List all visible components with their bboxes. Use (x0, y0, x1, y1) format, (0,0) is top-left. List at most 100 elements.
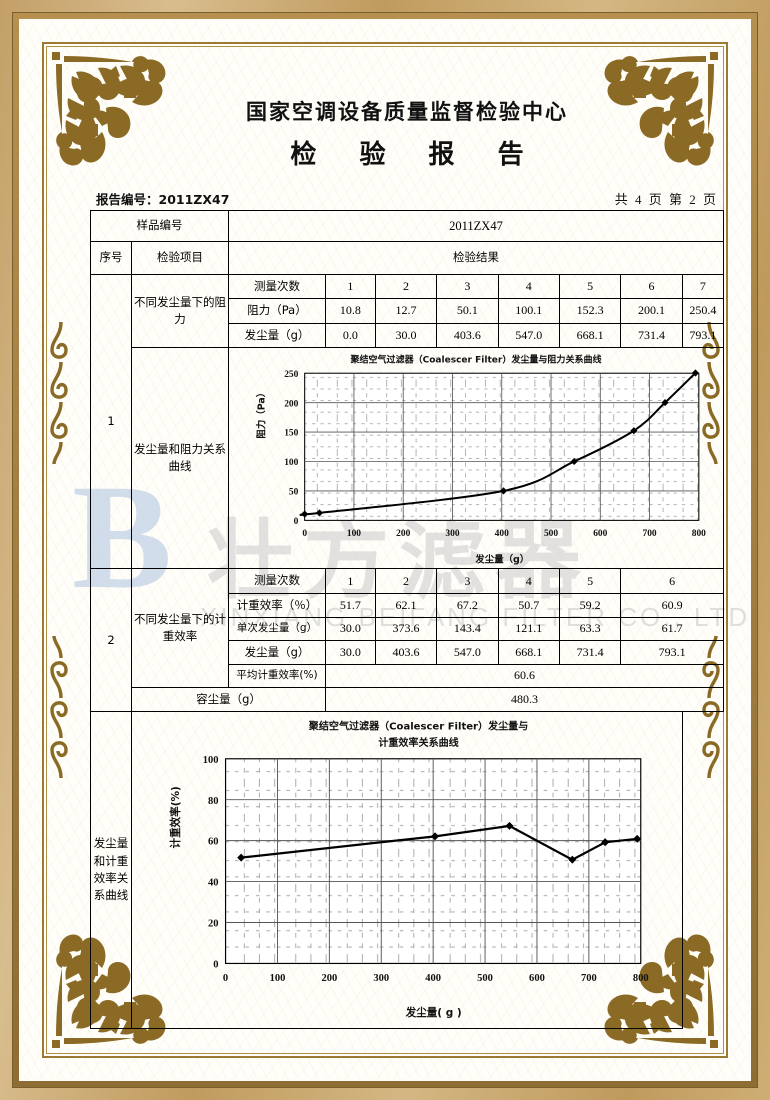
row1-dust-cell: 403.6 (436, 322, 499, 348)
row2-dust-cell: 30.0 (325, 639, 376, 665)
organization-title: 国家空调设备质量监督检验中心 (246, 100, 568, 124)
chart-efficiency-cell: 聚结空气过滤器（Coalescer Filter）发尘量与 计重效率关系曲线 0… (131, 710, 683, 1029)
svg-text:300: 300 (445, 529, 459, 539)
svg-text:150: 150 (284, 429, 298, 439)
table-row-measure-count-1: 1 不同发尘量下的阻力 测量次数 1 2 3 4 5 6 7 (90, 273, 725, 570)
table-row-resistance: 阻力（Pa） 10.8 12.7 50.1 100.1 152.3 200.1 … (91, 298, 725, 324)
certificate-paper: B 壮方滤器 XINXIANG BEIFANG FILTER CO., LTD … (22, 22, 748, 1078)
chart-efficiency-svg: 聚结空气过滤器（Coalescer Filter）发尘量与 计重效率关系曲线 0… (169, 720, 649, 1020)
svg-text:800: 800 (633, 973, 649, 984)
row1-count-cell: 4 (497, 273, 560, 300)
table-row-header: 序号 检验项目 检验结果 (90, 241, 724, 275)
row1-resistance-cell: 152.3 (558, 298, 622, 324)
svg-text:700: 700 (581, 973, 597, 984)
row2-dust-cell: 403.6 (374, 639, 438, 665)
row1-dust-cell: 731.4 (620, 322, 683, 348)
sample-no-label: 样品编号 (90, 210, 229, 242)
svg-text:400: 400 (495, 529, 509, 539)
svg-text:600: 600 (529, 973, 545, 984)
svg-text:80: 80 (208, 796, 219, 807)
svg-text:400: 400 (425, 973, 441, 984)
row2-eff-cell: 67.2 (436, 592, 499, 618)
row2-header-capacity: 容尘量（g） (131, 686, 326, 712)
row1-header-resistance: 阻力（Pa） (228, 298, 326, 324)
row1-resistance-cell: 50.1 (436, 298, 499, 324)
svg-text:100: 100 (203, 755, 219, 766)
svg-text:0: 0 (223, 973, 228, 984)
row2-header-count: 测量次数 (228, 568, 326, 594)
row2-eff-cell: 60.9 (620, 592, 724, 618)
svg-text:250: 250 (284, 370, 298, 380)
row1-dust-cell: 668.1 (558, 322, 622, 348)
row2-item-eff: 不同发尘量下的计重效率 (131, 568, 229, 688)
svg-text:40: 40 (208, 878, 219, 889)
row1-count-cell: 3 (436, 273, 499, 300)
row2-header-eff: 计重效率（％） (228, 592, 326, 618)
row2-item-curve: 发尘量和计重效率关系曲线 (90, 710, 132, 1029)
chart-resistance-svg: 聚结空气过滤器（Coalescer Filter）发尘量与阻力关系曲线 0 50 1… (256, 353, 706, 565)
chart1-xlabel: 发尘量（g） (474, 553, 529, 565)
row1-header-dust: 发尘量（g） (228, 322, 326, 348)
row2-single-cell: 63.3 (558, 616, 622, 641)
row2-dust-cell: 547.0 (436, 639, 499, 665)
svg-text:800: 800 (692, 529, 706, 539)
row2-count-cell: 1 (325, 568, 376, 594)
table-row-average-efficiency: 平均计重效率(%) 60.6 (91, 663, 724, 688)
chart1-title: 聚结空气过滤器（Coalescer Filter）发尘量与阻力关系曲线 (349, 353, 601, 365)
report-meta-row: 报告编号：2011ZX47 共 4 页 第 2 页 (90, 189, 724, 210)
row2-dust-cell: 668.1 (497, 639, 560, 665)
row2-avg-value: 60.6 (325, 663, 724, 688)
row2-header-dust: 发尘量（g） (228, 639, 326, 665)
report-number: 报告编号：2011ZX47 (96, 192, 230, 207)
svg-text:200: 200 (284, 399, 298, 409)
svg-text:100: 100 (347, 529, 361, 539)
svg-text:50: 50 (289, 487, 299, 497)
row2-single-cell: 61.7 (620, 616, 724, 641)
row1-count-cell: 6 (620, 273, 683, 300)
sample-no-value: 2011ZX47 (228, 210, 724, 242)
svg-text:200: 200 (321, 973, 337, 984)
row2-eff-cell: 62.1 (374, 592, 438, 618)
table-row-measure-count-2: 2 不同发尘量下的计重效率 测量次数 1 2 3 4 5 6 (90, 568, 724, 712)
inspection-report-table: 样品编号 2011ZX47 序号 检验项目 检验结果 1 不同发尘量下的阻力 测… (90, 210, 725, 1029)
chart2-title-line2: 计重效率关系曲线 (378, 736, 458, 749)
column-header-seq: 序号 (90, 241, 132, 275)
row2-count-cell: 3 (436, 568, 499, 594)
svg-text:20: 20 (208, 919, 219, 930)
row2-header-avg: 平均计重效率(%) (228, 663, 326, 688)
svg-text:60: 60 (208, 837, 219, 848)
row2-eff-cell: 50.7 (497, 592, 560, 618)
document-title: 检 验 报 告 (290, 140, 541, 170)
table-row-chart-2: 发尘量和计重效率关系曲线 (90, 710, 724, 1029)
row2-count-cell: 6 (620, 568, 724, 594)
row1-dust-cell: 547.0 (497, 322, 560, 348)
page-indicator: 共 4 页 第 2 页 (614, 192, 718, 207)
column-header-item: 检验项目 (131, 241, 229, 275)
row1-resistance-cell: 10.8 (325, 298, 376, 324)
row2-single-cell: 373.6 (374, 616, 438, 641)
row2-count-cell: 4 (497, 568, 560, 594)
row2-count-cell: 2 (374, 568, 438, 594)
row-seq-2: 2 (90, 568, 132, 712)
side-vine-left-upper (48, 322, 74, 472)
svg-text:600: 600 (593, 529, 607, 539)
svg-text:700: 700 (642, 529, 656, 539)
table-row-chart-1: 发尘量和阻力关系曲线 (91, 346, 724, 570)
row2-single-cell: 30.0 (325, 616, 376, 641)
chart-efficiency: 聚结空气过滤器（Coalescer Filter）发尘量与 计重效率关系曲线 0… (132, 712, 682, 1028)
svg-text:0: 0 (213, 960, 218, 971)
row1-count-cell: 1 (325, 273, 376, 300)
chart2-xlabel: 发尘量( g ) (405, 1006, 462, 1019)
column-header-result: 检验结果 (228, 241, 724, 275)
chart-resistance-cell: 聚结空气过滤器（Coalescer Filter）发尘量与阻力关系曲线 0 50 1… (228, 346, 724, 570)
row1-resistance-cell: 100.1 (497, 298, 560, 324)
chart2-ylabel: 计重效率(%) (169, 786, 182, 848)
row2-eff-cell: 51.7 (325, 592, 376, 618)
row2-eff-cell: 59.2 (558, 592, 622, 618)
table-row-efficiency: 计重效率（％） 51.7 62.1 67.2 50.7 59.2 60.9 (91, 592, 724, 618)
row1-dust-cell: 793.1 (681, 322, 725, 348)
table-row-sample-no: 样品编号 2011ZX47 (90, 210, 724, 242)
row-seq-1: 1 (90, 273, 132, 570)
row1-dust-cell: 30.0 (374, 322, 438, 348)
svg-text:500: 500 (477, 973, 493, 984)
